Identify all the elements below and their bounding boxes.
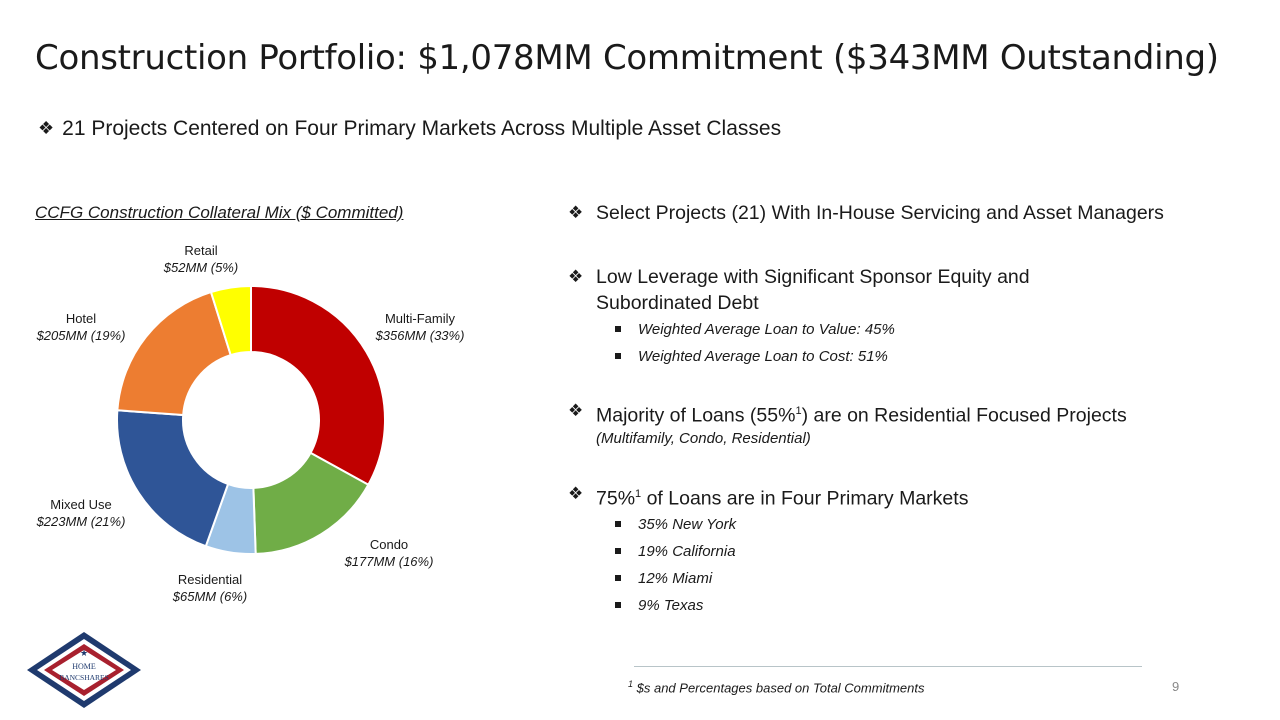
sub-bullet-market: 35% New York bbox=[568, 511, 1248, 538]
slice-label-value: $205MM (19%) bbox=[36, 328, 126, 343]
sub-bullet-text: Weighted Average Loan to Cost: 51% bbox=[638, 348, 888, 365]
slice-label-value: $223MM (21%) bbox=[36, 514, 126, 529]
slice-label-name: Mixed Use bbox=[50, 497, 111, 512]
slice-label-value: $52MM (5%) bbox=[163, 260, 238, 275]
bullet-list: ❖ Select Projects (21) With In-House Ser… bbox=[568, 200, 1248, 619]
slice-label-value: $177MM (16%) bbox=[344, 554, 434, 569]
bullet-text-pre: Majority of Loans (55% bbox=[596, 404, 796, 427]
sub-bullet-market: 12% Miami bbox=[568, 565, 1248, 592]
slice-label-name: Hotel bbox=[66, 311, 96, 326]
sub-bullet-text: 35% New York bbox=[638, 516, 737, 533]
slice-label-value: $356MM (33%) bbox=[375, 328, 465, 343]
bullet-in-house: ❖ Select Projects (21) With In-House Ser… bbox=[568, 200, 1248, 226]
slice-multi-family bbox=[250, 284, 386, 487]
sub-bullet-market: 19% California bbox=[568, 538, 1248, 565]
sub-bullet-text: 19% California bbox=[638, 543, 736, 560]
sub-bullet-text: Weighted Average Loan to Value: 45% bbox=[638, 321, 895, 338]
footnote: 1 $s and Percentages based on Total Comm… bbox=[628, 679, 924, 695]
square-bullet-icon bbox=[615, 548, 621, 554]
diamond-bullet-icon: ❖ bbox=[568, 401, 584, 420]
footnote-divider bbox=[634, 666, 1142, 667]
slice-label-value: $65MM (6%) bbox=[172, 589, 247, 604]
sub-bullet-ltc: Weighted Average Loan to Cost: 51% bbox=[568, 343, 1248, 370]
donut-chart: Multi-Family $356MM (33%) Condo $177MM (16%… bbox=[36, 243, 465, 604]
square-bullet-icon bbox=[615, 575, 621, 581]
sub-bullet-ltv: Weighted Average Loan to Value: 45% bbox=[568, 316, 1248, 343]
bullet-text-post: of Loans are in Four Primary Markets bbox=[641, 487, 969, 509]
home-bancshares-logo: ★ HOME BANCSHARES bbox=[27, 632, 141, 708]
slice-label-name: Residential bbox=[178, 572, 242, 587]
slice-mixed-use bbox=[116, 409, 230, 548]
subtitle: ❖ 21 Projects Centered on Four Primary Ma… bbox=[38, 117, 781, 141]
diamond-bullet-icon: ❖ bbox=[38, 118, 55, 138]
sub-bullet-text: 9% Texas bbox=[638, 597, 704, 614]
footnote-text: $s and Percentages based on Total Commit… bbox=[633, 680, 925, 696]
bullet-markets: ❖ 75%1 of Loans are in Four Primary Mark… bbox=[568, 481, 1248, 512]
square-bullet-icon bbox=[615, 326, 621, 332]
slice-retail bbox=[209, 284, 252, 357]
chart-title: CCFG Construction Collateral Mix ($ Comm… bbox=[35, 203, 404, 222]
diamond-bullet-icon: ❖ bbox=[568, 267, 584, 286]
square-bullet-icon bbox=[615, 353, 621, 359]
bullet-text-post: ) are on Residential Focused Projects bbox=[801, 404, 1127, 427]
page-title: Construction Portfolio: $1,078MM Commitm… bbox=[35, 38, 1219, 78]
footnote-ref: 1 bbox=[635, 487, 642, 500]
footnote-ref: 1 bbox=[795, 405, 802, 417]
slice-label-name: Condo bbox=[370, 537, 408, 552]
square-bullet-icon bbox=[615, 602, 621, 608]
sub-bullet-market: 9% Texas bbox=[568, 592, 1248, 619]
subtitle-text: 21 Projects Centered on Four Primary Mar… bbox=[62, 117, 782, 140]
diamond-bullet-icon: ❖ bbox=[568, 203, 584, 222]
bullet-text-line1: Low Leverage with Significant Sponsor Eq… bbox=[596, 266, 1030, 288]
footnote-marker: 1 bbox=[628, 679, 634, 689]
logo-line2: BANCSHARES bbox=[59, 673, 109, 682]
slice-label-name: Multi-Family bbox=[385, 311, 456, 326]
logo-line1: HOME bbox=[72, 662, 96, 671]
bullet-note: (Multifamily, Condo, Residential) bbox=[596, 429, 811, 447]
page-number: 9 bbox=[1172, 679, 1180, 694]
slice-hotel bbox=[116, 290, 232, 417]
bullet-low-leverage: ❖ Low Leverage with Significant Sponsor … bbox=[568, 264, 1248, 316]
bullet-residential: ❖ Majority of Loans (55%1) are on Reside… bbox=[568, 398, 1248, 449]
bullet-text-pre: 75% bbox=[596, 487, 636, 509]
bullet-text-line2: Subordinated Debt bbox=[596, 292, 759, 314]
bullet-text: Select Projects (21) With In-House Servi… bbox=[596, 202, 1164, 224]
square-bullet-icon bbox=[615, 521, 621, 527]
slice-label-name: Retail bbox=[184, 243, 217, 258]
sub-bullet-text: 12% Miami bbox=[638, 570, 713, 587]
diamond-bullet-icon: ❖ bbox=[568, 483, 584, 503]
svg-text:★: ★ bbox=[80, 649, 88, 659]
